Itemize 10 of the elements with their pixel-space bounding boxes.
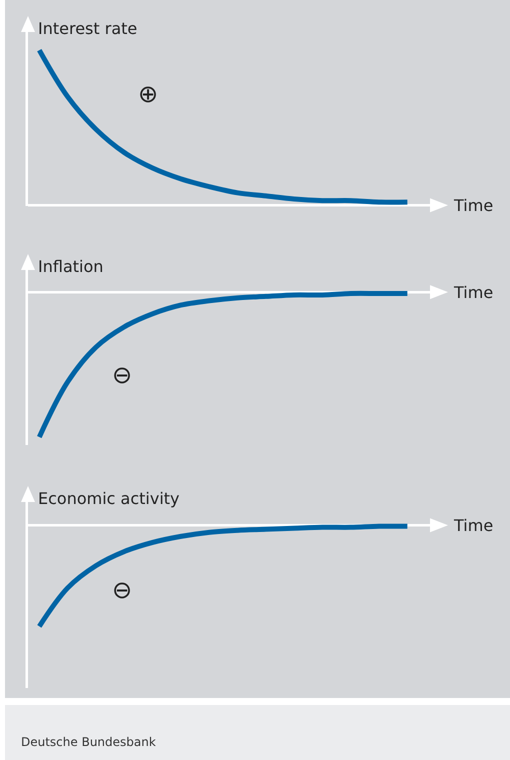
x-axis-title: Time: [453, 283, 494, 302]
annotation: ⊖: [112, 361, 132, 389]
annotation: ⊖: [112, 576, 132, 604]
y-axis-title: Inflation: [38, 257, 104, 276]
y-axis-title: Economic activity: [38, 489, 180, 508]
x-axis-title: Time: [453, 196, 494, 215]
y-axis-title: Interest rate: [38, 19, 138, 38]
x-axis-title: Time: [453, 516, 494, 535]
annotation: ⊕: [138, 80, 158, 108]
text: Deutsche Bundesbank: [21, 735, 156, 749]
